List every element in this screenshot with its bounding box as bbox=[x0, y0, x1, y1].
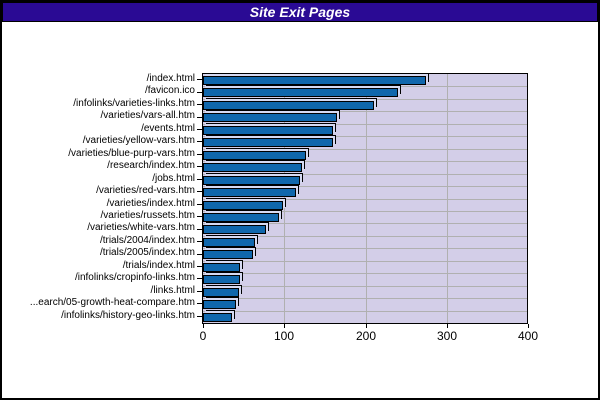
y-axis-tick bbox=[197, 79, 202, 80]
y-axis-tick bbox=[197, 179, 202, 180]
bar bbox=[203, 201, 283, 210]
horizontal-gridline bbox=[203, 199, 527, 200]
vertical-gridline bbox=[284, 74, 285, 323]
bar bbox=[203, 275, 240, 284]
y-axis-tick bbox=[197, 166, 202, 167]
y-axis-label: /favicon.ico bbox=[144, 85, 195, 97]
bar bbox=[203, 138, 333, 147]
bar bbox=[203, 163, 302, 172]
y-axis-label: /varieties/blue-purp-vars.htm bbox=[68, 147, 195, 159]
x-axis-tick bbox=[203, 324, 204, 328]
x-axis-tick bbox=[528, 324, 529, 328]
horizontal-gridline bbox=[203, 273, 527, 274]
bar bbox=[203, 288, 239, 297]
horizontal-gridline bbox=[203, 223, 527, 224]
horizontal-gridline bbox=[203, 248, 527, 249]
y-axis-tick bbox=[197, 254, 202, 255]
x-axis-label: 100 bbox=[273, 329, 295, 343]
bar bbox=[203, 250, 253, 259]
y-axis-label: /varieties/white-vars.htm bbox=[87, 222, 195, 234]
y-axis-label: /varieties/yellow-vars.htm bbox=[82, 135, 195, 147]
vertical-gridline bbox=[366, 74, 367, 323]
x-axis-tick bbox=[284, 324, 285, 328]
y-axis-label: /trials/2005/index.htm bbox=[99, 247, 195, 259]
horizontal-gridline bbox=[203, 298, 527, 299]
y-axis-label: /infolinks/varieties-links.htm bbox=[73, 97, 195, 109]
bar bbox=[203, 188, 296, 197]
bar bbox=[203, 300, 236, 309]
y-axis-label: /varieties/russets.htm bbox=[100, 209, 195, 221]
y-axis-tick bbox=[197, 191, 202, 192]
y-axis-tick bbox=[197, 303, 202, 304]
y-axis-tick bbox=[197, 266, 202, 267]
y-axis-label: /links.html bbox=[150, 284, 195, 296]
y-axis-tick bbox=[197, 204, 202, 205]
x-axis-tick bbox=[447, 324, 448, 328]
y-axis-tick bbox=[197, 92, 202, 93]
y-axis-label: /varieties/vars-all.htm bbox=[100, 110, 195, 122]
y-axis-label: ...earch/05-growth-heat-compare.htm bbox=[29, 297, 195, 309]
y-axis-label: /trials/2004/index.htm bbox=[99, 234, 195, 246]
bar bbox=[203, 313, 232, 322]
bar bbox=[203, 151, 306, 160]
horizontal-gridline bbox=[203, 111, 527, 112]
horizontal-gridline bbox=[203, 186, 527, 187]
x-axis-label: 300 bbox=[436, 329, 458, 343]
y-axis-tick bbox=[197, 278, 202, 279]
bar bbox=[203, 113, 337, 122]
horizontal-gridline bbox=[203, 174, 527, 175]
horizontal-gridline bbox=[203, 261, 527, 262]
y-axis-tick bbox=[197, 229, 202, 230]
y-axis-label: /varieties/index.html bbox=[106, 197, 195, 209]
horizontal-gridline bbox=[203, 136, 527, 137]
bar bbox=[203, 263, 240, 272]
y-axis-tick bbox=[197, 316, 202, 317]
bar bbox=[203, 88, 398, 97]
y-axis-tick bbox=[197, 141, 202, 142]
y-axis-tick bbox=[197, 104, 202, 105]
horizontal-gridline bbox=[203, 236, 527, 237]
x-axis-tick bbox=[366, 324, 367, 328]
horizontal-gridline bbox=[203, 124, 527, 125]
bar bbox=[203, 225, 266, 234]
chart-title: Site Exit Pages bbox=[249, 4, 351, 20]
y-axis-label: /trials/index.html bbox=[122, 259, 195, 271]
horizontal-gridline bbox=[203, 99, 527, 100]
horizontal-gridline bbox=[203, 211, 527, 212]
y-axis-label: /index.html bbox=[146, 73, 195, 84]
horizontal-gridline bbox=[203, 149, 527, 150]
chart-title-bar: Site Exit Pages bbox=[2, 2, 598, 22]
bar bbox=[203, 76, 426, 85]
y-axis-label: /infolinks/history-geo-links.htm bbox=[61, 309, 195, 321]
y-axis-tick bbox=[197, 154, 202, 155]
y-axis-tick bbox=[197, 241, 202, 242]
x-axis-label: 200 bbox=[355, 329, 377, 343]
vertical-gridline bbox=[447, 74, 448, 323]
plot-area bbox=[202, 73, 528, 324]
bar bbox=[203, 126, 333, 135]
y-axis-label: /jobs.html bbox=[152, 172, 195, 184]
x-axis-label: 0 bbox=[199, 329, 207, 343]
y-axis-label: /varieties/red-vars.htm bbox=[96, 185, 195, 197]
y-axis-tick bbox=[197, 291, 202, 292]
horizontal-gridline bbox=[203, 286, 527, 287]
y-axis-tick bbox=[197, 216, 202, 217]
y-axis-tick bbox=[197, 117, 202, 118]
x-axis-label: 400 bbox=[517, 329, 539, 343]
horizontal-gridline bbox=[203, 86, 527, 87]
bar bbox=[203, 101, 374, 110]
y-axis-label: /research/index.htm bbox=[107, 160, 195, 172]
bar bbox=[203, 176, 300, 185]
y-axis-tick bbox=[197, 129, 202, 130]
bar bbox=[203, 213, 279, 222]
horizontal-gridline bbox=[203, 311, 527, 312]
horizontal-gridline bbox=[203, 161, 527, 162]
y-axis-label: /infolinks/cropinfo-links.htm bbox=[74, 272, 195, 284]
bar bbox=[203, 238, 255, 247]
y-axis-label: /events.html bbox=[141, 122, 195, 134]
